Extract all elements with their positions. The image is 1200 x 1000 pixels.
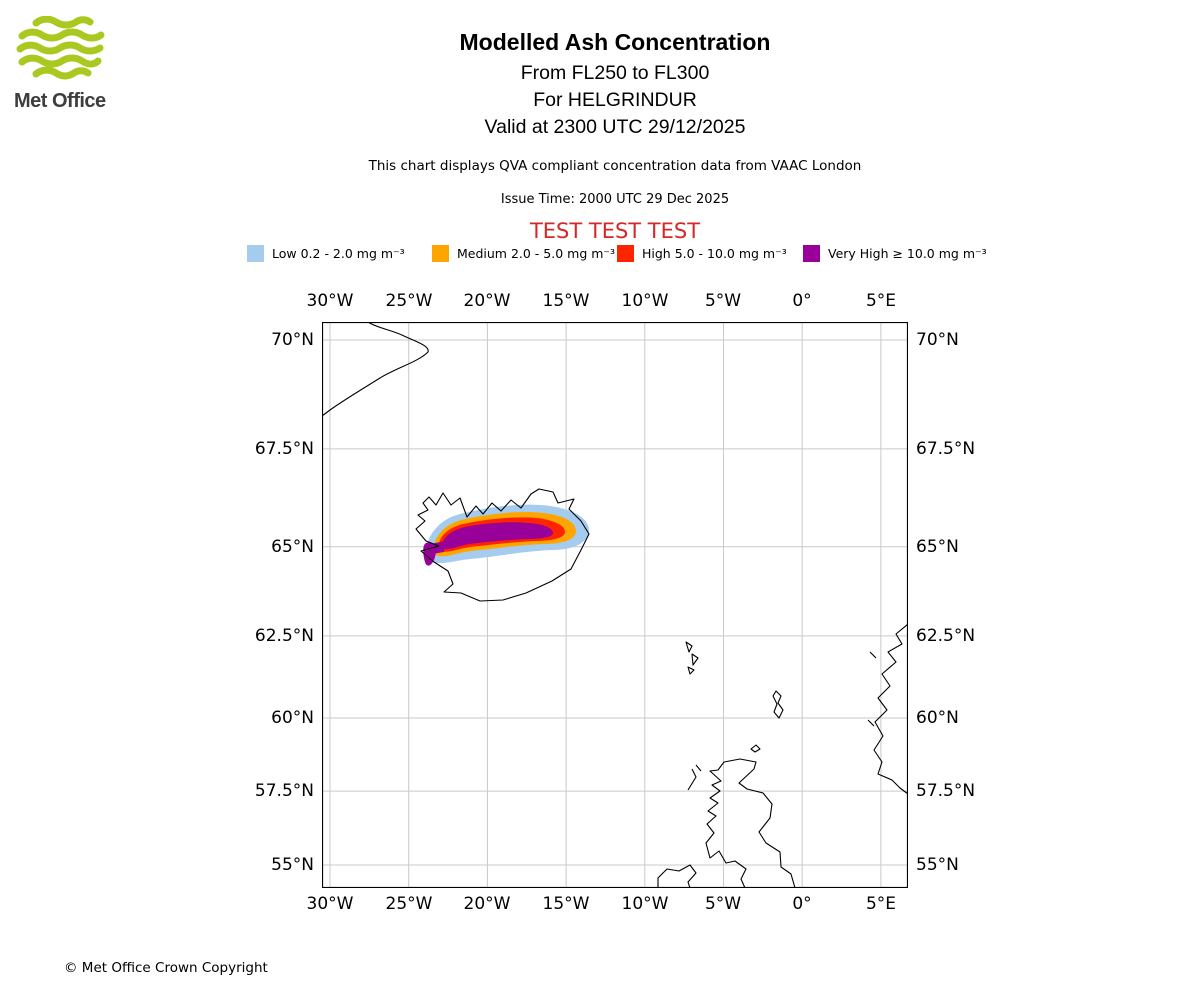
- lon-tick-label-top: 30°W: [306, 291, 354, 311]
- coastline-greenland: [322, 322, 429, 417]
- coastline-faroe-islands: [685, 641, 699, 675]
- lat-tick-label-left: 65°N: [271, 537, 314, 557]
- legend-label-medium: Medium 2.0 - 5.0 mg m⁻³: [457, 245, 616, 261]
- lon-tick-label-bottom: 5°W: [704, 894, 742, 914]
- lon-tick-label-top: 5°E: [865, 291, 897, 311]
- legend-item-low: Low 0.2 - 2.0 mg m⁻³: [247, 244, 405, 262]
- lon-tick-label-bottom: 30°W: [306, 894, 354, 914]
- lon-tick-label-top: 20°W: [463, 291, 511, 311]
- coastlines: [322, 322, 908, 888]
- lat-tick-label-right: 67.5°N: [916, 439, 976, 459]
- lat-tick-label-right: 62.5°N: [916, 626, 976, 646]
- map-canvas: [322, 322, 908, 888]
- graticule-grid: [322, 322, 908, 888]
- issue-time: Issue Time: 2000 UTC 29 Dec 2025: [500, 192, 730, 207]
- coastline-outer-hebrides: [687, 764, 702, 791]
- legend-swatch-very-high: [803, 244, 820, 262]
- legend-label-low: Low 0.2 - 2.0 mg m⁻³: [272, 245, 405, 261]
- met-office-logo: Met Office: [14, 15, 134, 113]
- copyright-notice: © Met Office Crown Copyright: [64, 960, 268, 976]
- lon-tick-label-bottom: 15°W: [542, 894, 590, 914]
- met-office-logo-waves: [16, 15, 105, 80]
- legend-label-high: High 5.0 - 10.0 mg m⁻³: [642, 245, 787, 261]
- legend-swatch-medium: [432, 244, 449, 262]
- legend-item-high: High 5.0 - 10.0 mg m⁻³: [617, 244, 787, 262]
- lat-tick-label-right: 55°N: [916, 855, 959, 875]
- lat-tick-label-right: 57.5°N: [916, 781, 976, 801]
- coastline-orkney: [750, 744, 761, 753]
- lat-tick-label-right: 60°N: [916, 708, 959, 728]
- legend-label-very-high: Very High ≥ 10.0 mg m⁻³: [828, 245, 987, 261]
- lon-tick-label-bottom: 10°W: [621, 894, 669, 914]
- qva-description: This chart displays QVA compliant concen…: [368, 158, 862, 174]
- lon-tick-label-bottom: 25°W: [385, 894, 433, 914]
- legend-item-very-high: Very High ≥ 10.0 mg m⁻³: [803, 244, 987, 262]
- title-block: Modelled Ash Concentration From FL250 to…: [30, 28, 1200, 244]
- coastline-iceland: [415, 488, 590, 602]
- chart-title: Modelled Ash Concentration: [459, 29, 771, 55]
- lat-tick-label-left: 62.5°N: [254, 626, 314, 646]
- lon-tick-label-top: 10°W: [621, 291, 669, 311]
- legend-item-medium: Medium 2.0 - 5.0 mg m⁻³: [432, 244, 615, 262]
- coastline-shetland: [772, 690, 784, 719]
- lat-tick-label-left: 60°N: [271, 708, 314, 728]
- lon-tick-label-top: 0°: [792, 291, 812, 311]
- lon-tick-label-top: 25°W: [385, 291, 433, 311]
- coastline-ireland: [657, 864, 697, 888]
- ash-plume: [423, 504, 589, 566]
- flight-level-subtitle: From FL250 to FL300: [520, 62, 710, 84]
- lon-tick-label-bottom: 0°: [792, 894, 812, 914]
- coastline-norway: [867, 623, 908, 795]
- test-banner: TEST TEST TEST: [529, 219, 701, 243]
- lon-tick-label-bottom: 20°W: [463, 894, 511, 914]
- met-office-logo-text: Met Office: [14, 90, 106, 112]
- lat-tick-label-left: 67.5°N: [254, 439, 314, 459]
- lat-tick-label-right: 65°N: [916, 537, 959, 557]
- lat-tick-label-right: 70°N: [916, 330, 959, 350]
- legend-swatch-low: [247, 244, 264, 262]
- legend-swatch-high: [617, 244, 634, 262]
- lon-tick-label-top: 15°W: [542, 291, 590, 311]
- lat-tick-label-left: 70°N: [271, 330, 314, 350]
- ash-contour-very-high: [442, 522, 553, 550]
- valid-time-subtitle: Valid at 2300 UTC 29/12/2025: [484, 116, 746, 138]
- lon-tick-label-top: 5°W: [704, 291, 742, 311]
- volcano-subtitle: For HELGRINDUR: [533, 89, 697, 111]
- coastline-great-britain: [705, 758, 796, 888]
- map-frame: [322, 322, 908, 888]
- lon-tick-label-bottom: 5°E: [865, 894, 897, 914]
- lat-tick-label-left: 55°N: [271, 855, 314, 875]
- lat-tick-label-left: 57.5°N: [254, 781, 314, 801]
